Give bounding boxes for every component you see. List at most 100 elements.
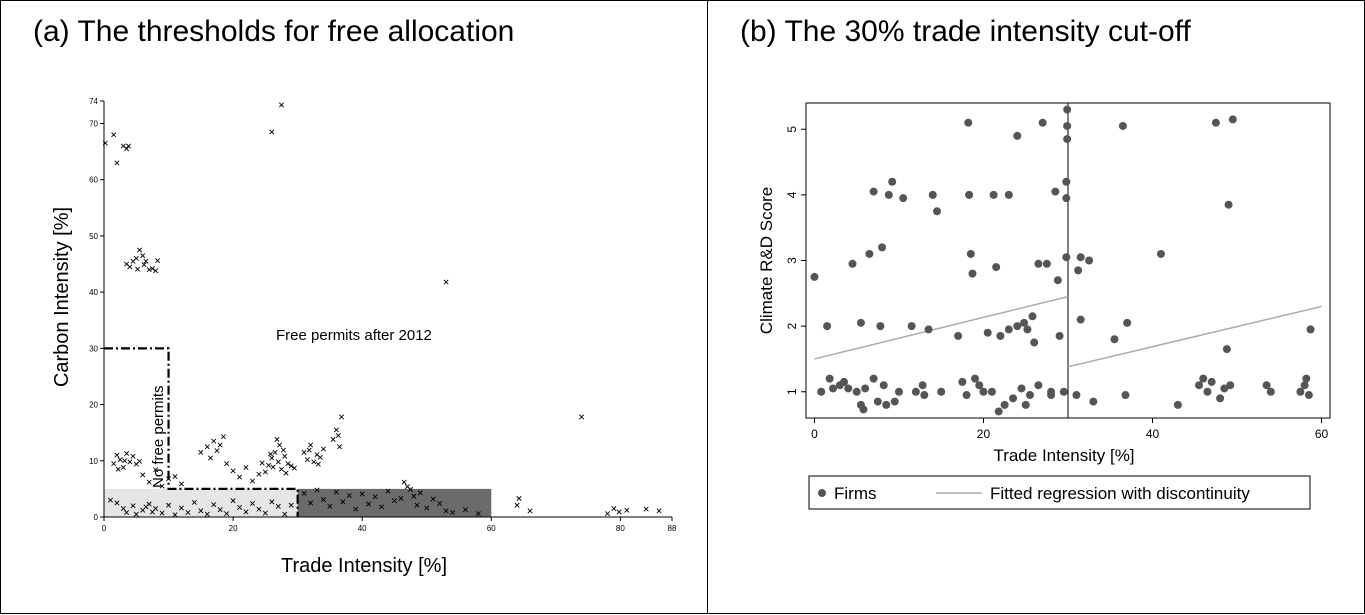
y-tick-label: 20 xyxy=(89,401,98,410)
firm-point xyxy=(1063,105,1072,114)
y-tick-label: 74 xyxy=(89,97,98,106)
firm-point xyxy=(1055,331,1064,340)
data-point xyxy=(259,460,265,466)
legend-box xyxy=(808,475,1311,510)
data-point xyxy=(320,446,326,452)
firm-point xyxy=(979,387,988,396)
firm-point xyxy=(1123,318,1132,327)
firm-point xyxy=(1062,253,1071,262)
data-point xyxy=(237,504,243,510)
annotation-free-permits: Free permits after 2012 xyxy=(276,327,432,344)
data-point xyxy=(401,479,407,485)
firm-point xyxy=(1023,325,1032,334)
data-point xyxy=(115,466,121,472)
firm-point xyxy=(894,387,903,396)
firm-point xyxy=(879,381,888,390)
y-tick-label: 50 xyxy=(89,232,98,241)
firm-point xyxy=(1302,374,1311,383)
firm-point xyxy=(1038,118,1047,127)
data-point xyxy=(178,481,184,487)
firm-point xyxy=(962,391,971,400)
x-tick-label: 20 xyxy=(229,524,238,533)
data-point xyxy=(214,448,220,454)
y-tick-label: 5 xyxy=(785,126,799,133)
data-point xyxy=(166,476,172,482)
data-point xyxy=(217,442,223,448)
firm-point xyxy=(859,405,868,414)
data-point xyxy=(178,505,184,511)
data-point xyxy=(359,491,365,497)
y-axis-title: Carbon Intensity [%] xyxy=(51,207,73,387)
x-tick-label: 40 xyxy=(1146,427,1160,441)
firm-point xyxy=(899,194,908,203)
data-point xyxy=(475,511,481,517)
data-point xyxy=(278,102,285,108)
firm-point xyxy=(954,331,963,340)
firm-point xyxy=(1224,200,1233,209)
light-region xyxy=(104,488,298,517)
dark-region xyxy=(297,488,492,517)
firm-point xyxy=(1013,131,1022,140)
data-point xyxy=(527,508,533,514)
data-point xyxy=(285,461,291,467)
firm-point xyxy=(823,322,832,331)
firm-point xyxy=(829,384,838,393)
data-point xyxy=(117,457,123,463)
firm-point xyxy=(861,384,870,393)
firm-point xyxy=(966,249,975,258)
firm-point xyxy=(1034,259,1043,268)
firm-point xyxy=(964,118,973,127)
data-point xyxy=(146,479,152,485)
data-point xyxy=(249,500,255,507)
data-point xyxy=(604,511,610,517)
firm-point xyxy=(1042,259,1051,268)
firm-point xyxy=(1222,345,1231,354)
firm-point xyxy=(1028,312,1037,321)
firm-point xyxy=(1017,384,1026,393)
firm-point xyxy=(1203,387,1212,396)
firm-point xyxy=(1072,391,1081,400)
firm-point xyxy=(1051,187,1060,196)
x-tick-label: 40 xyxy=(358,524,367,533)
firm-point xyxy=(965,190,974,199)
firm-point xyxy=(869,374,878,383)
data-point xyxy=(141,262,147,268)
data-point xyxy=(120,465,126,471)
data-point xyxy=(198,508,204,514)
data-point xyxy=(198,449,204,455)
data-point xyxy=(274,436,280,442)
data-point xyxy=(278,466,285,472)
y-tick-label: 3 xyxy=(785,257,799,264)
firm-point xyxy=(989,190,998,199)
data-point xyxy=(301,490,307,496)
firm-point xyxy=(1062,194,1071,203)
no-free-permits-boundary xyxy=(104,347,299,517)
firm-point xyxy=(971,374,980,383)
data-point xyxy=(443,279,449,285)
data-point xyxy=(172,512,178,518)
data-point xyxy=(282,511,288,517)
firm-point xyxy=(1121,391,1130,400)
firm-point xyxy=(1306,325,1315,334)
data-point xyxy=(133,511,139,517)
data-point xyxy=(224,461,230,467)
data-point xyxy=(372,494,378,500)
firm-point xyxy=(996,331,1005,340)
firm-point xyxy=(1076,315,1085,324)
data-point xyxy=(146,501,152,507)
x-tick-label: 60 xyxy=(1315,427,1329,441)
data-point xyxy=(114,160,120,166)
firm-point xyxy=(983,328,992,337)
y-tick-label: 0 xyxy=(94,513,99,522)
firm-point xyxy=(1004,190,1013,199)
firm-point xyxy=(1226,381,1235,390)
firm-point xyxy=(848,259,857,268)
data-point xyxy=(262,469,268,475)
firm-point xyxy=(1030,338,1039,347)
firm-point xyxy=(1020,318,1029,327)
firm-point xyxy=(1156,249,1165,258)
data-point xyxy=(330,436,336,442)
data-point xyxy=(275,503,281,509)
data-point xyxy=(111,132,117,138)
firm-point xyxy=(856,318,865,327)
